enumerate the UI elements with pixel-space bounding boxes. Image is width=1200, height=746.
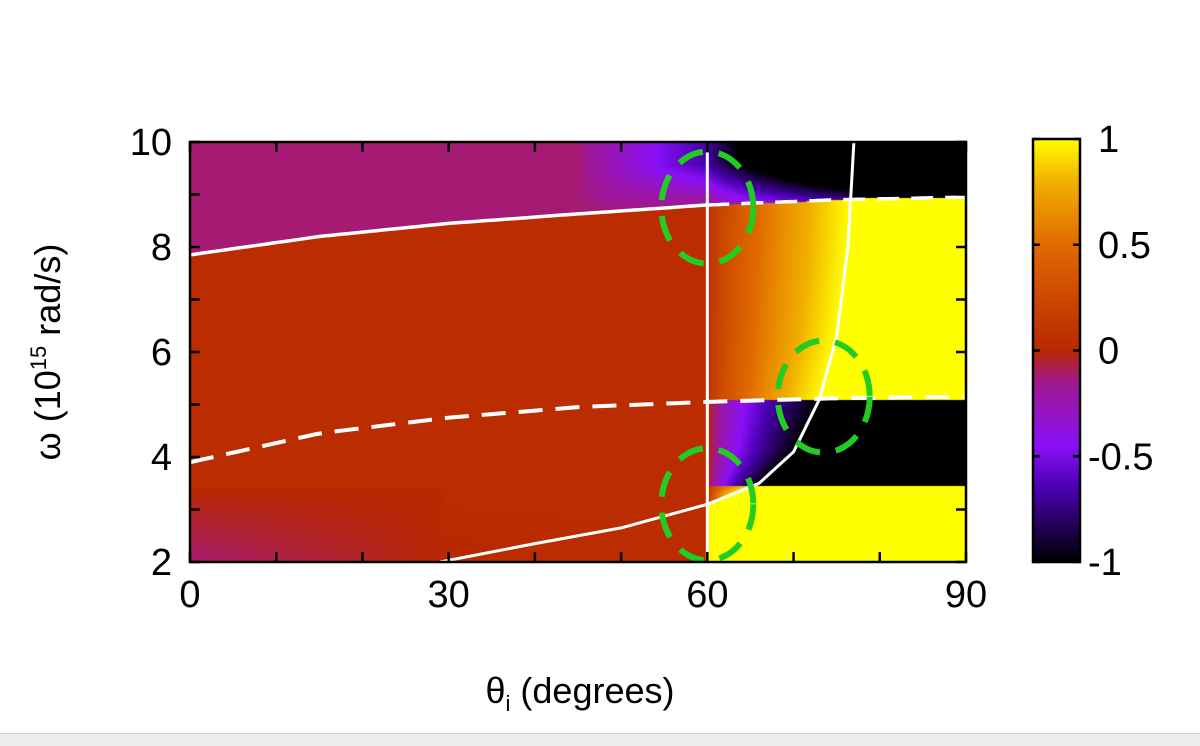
colorbar-tick-label: 0.5 [1098,225,1151,267]
lower-dashed-branch [190,394,966,465]
y-tick-label: 10 [130,122,172,164]
y-tick-label: 6 [151,332,172,374]
x-tick-label: 0 [179,574,200,616]
y-tick-label: 8 [151,227,172,269]
x-tick-label: 90 [945,574,987,616]
colorbar-tick-label: 1 [1098,119,1119,161]
colorbar-ticks: -1 -0.5 0 0.5 1 [1033,119,1153,584]
colorbar-tick-label: -1 [1088,542,1122,584]
heatmap-field [190,142,966,562]
upper-branch-solid [190,203,708,257]
x-axis-label: θi (degrees) [486,670,675,716]
y-tick-label: 4 [151,437,172,479]
x-tick-label: 60 [686,574,728,616]
annotation-layer [658,148,873,564]
window-bottom-edge [0,733,1200,746]
steep-branch [439,142,856,562]
y-tick-label: 2 [151,542,172,584]
green-dashed-ellipse [658,445,757,564]
y-tick-labels: 2 4 6 8 10 [130,122,172,584]
x-tick-label: 30 [428,574,470,616]
x-tick-labels: 0 30 60 90 [179,574,987,616]
axis-ticks [188,140,968,564]
green-dashed-ellipse [774,337,873,456]
colorbar-tick-label: 0 [1098,331,1119,373]
colorbar [1031,137,1082,564]
green-dashed-ellipse [658,148,757,267]
y-axis-label: ω (1015 rad/s) [26,244,68,461]
colorbar-tick-label: -0.5 [1088,436,1153,478]
